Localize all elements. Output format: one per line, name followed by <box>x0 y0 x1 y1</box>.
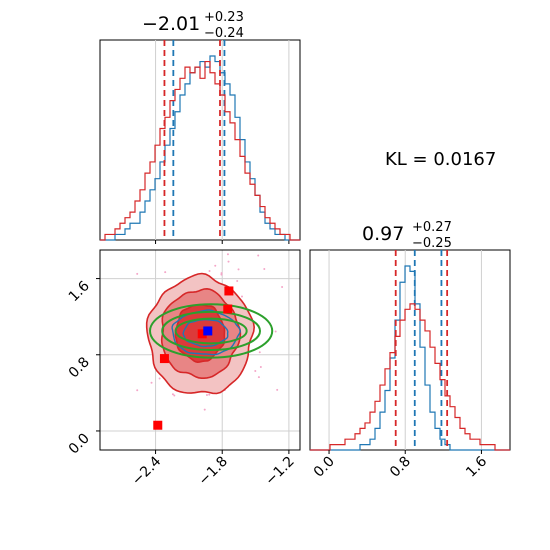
red-square-marker-0 <box>153 420 163 430</box>
title-1-median: −2.01 <box>142 13 200 35</box>
green-contour-0 <box>149 303 274 359</box>
red-square-marker-2 <box>223 304 233 314</box>
y-tick-label: 0.0 <box>66 430 93 457</box>
scatter-point <box>263 268 266 271</box>
x-tick-label: 0.0 <box>311 454 338 481</box>
scatter-point <box>158 377 161 380</box>
scatter-point <box>220 272 223 275</box>
scatter-point <box>254 370 257 373</box>
title-2-minus: −0.25 <box>412 236 452 251</box>
marginal-panel-1-series <box>100 40 300 241</box>
scatter-point <box>182 215 184 217</box>
scatter-point <box>237 268 240 271</box>
scatter-point <box>226 253 229 256</box>
blue-contour-0 <box>171 309 241 356</box>
red-square-marker-4 <box>197 329 207 339</box>
histogram-series-0 <box>310 265 510 451</box>
marginal-panel-2-ticks: 0.0 0.8 1.6 <box>311 450 490 481</box>
x-tick-label: −1.8 <box>196 454 231 489</box>
joint-panel-frame <box>99 249 301 451</box>
scatter-point <box>240 295 243 298</box>
scatter-point <box>214 264 217 267</box>
blue-contour-1 <box>182 319 229 348</box>
green-contour-1 <box>161 310 262 352</box>
y-tick-label: 0.8 <box>66 354 93 381</box>
scatter-point <box>227 260 230 263</box>
marginal-panel-1-grid <box>155 40 290 244</box>
red-square-marker-3 <box>224 286 234 296</box>
marginal-panel-2-title: 0.97 +0.27 −0.25 <box>362 220 452 251</box>
marginal-panel-2-series <box>310 250 510 451</box>
scatter-point <box>136 272 139 275</box>
x-tick-label: 0.8 <box>387 454 414 481</box>
red-square-marker-1 <box>159 354 169 364</box>
scatter-point <box>236 279 239 282</box>
green-contour-2 <box>174 317 248 345</box>
scatter-point <box>258 351 261 354</box>
joint-panel-content <box>130 215 284 430</box>
scatter-point <box>205 394 208 397</box>
title-1-minus: −0.24 <box>204 26 244 41</box>
title-2-plus: +0.27 <box>412 220 452 235</box>
scatter-point <box>130 229 132 231</box>
scatter-point <box>208 270 211 273</box>
x-tick-label: 1.6 <box>463 453 490 480</box>
scatter-point <box>274 330 277 333</box>
title-1-plus: +0.23 <box>204 10 244 25</box>
joint-panel: −2.4 −1.8 −1.2 0.0 0.8 1.6 <box>66 215 301 489</box>
marginal-panel-param-1: −2.01 +0.23 −0.24 <box>99 10 301 244</box>
scatter-point <box>164 271 167 274</box>
histogram-series-1 <box>100 60 300 241</box>
scatter-point <box>259 366 262 369</box>
histogram-series-0 <box>100 55 300 241</box>
scatter-point <box>136 389 139 392</box>
marginal-panel-param-2: 0.0 0.8 1.6 0.97 +0.27 −0.25 <box>309 220 511 481</box>
scatter-point <box>276 388 279 391</box>
scatter-point <box>208 393 211 396</box>
scatter-point <box>220 273 223 276</box>
scatter-point <box>150 381 153 384</box>
scatter-point <box>281 285 284 288</box>
x-tick-label: −2.4 <box>129 453 164 488</box>
marginal-panel-1-title: −2.01 +0.23 −0.24 <box>142 10 244 41</box>
x-tick-label: −1.2 <box>262 454 297 489</box>
title-2-median: 0.97 <box>362 223 404 245</box>
scatter-point <box>171 393 174 396</box>
histogram-series-1 <box>310 303 510 451</box>
scatter-point <box>257 254 260 257</box>
marginal-panel-1-frame <box>99 39 301 241</box>
marginal-panel-2-frame <box>309 249 511 451</box>
scatter-point <box>203 408 206 411</box>
scatter-point <box>257 376 260 379</box>
blue-square-marker <box>203 326 213 336</box>
y-tick-label: 1.6 <box>66 278 93 305</box>
marginal-panel-2-grid <box>328 250 482 450</box>
kl-divergence-label: KL = 0.0167 <box>385 149 496 170</box>
scatter-point <box>173 394 176 397</box>
